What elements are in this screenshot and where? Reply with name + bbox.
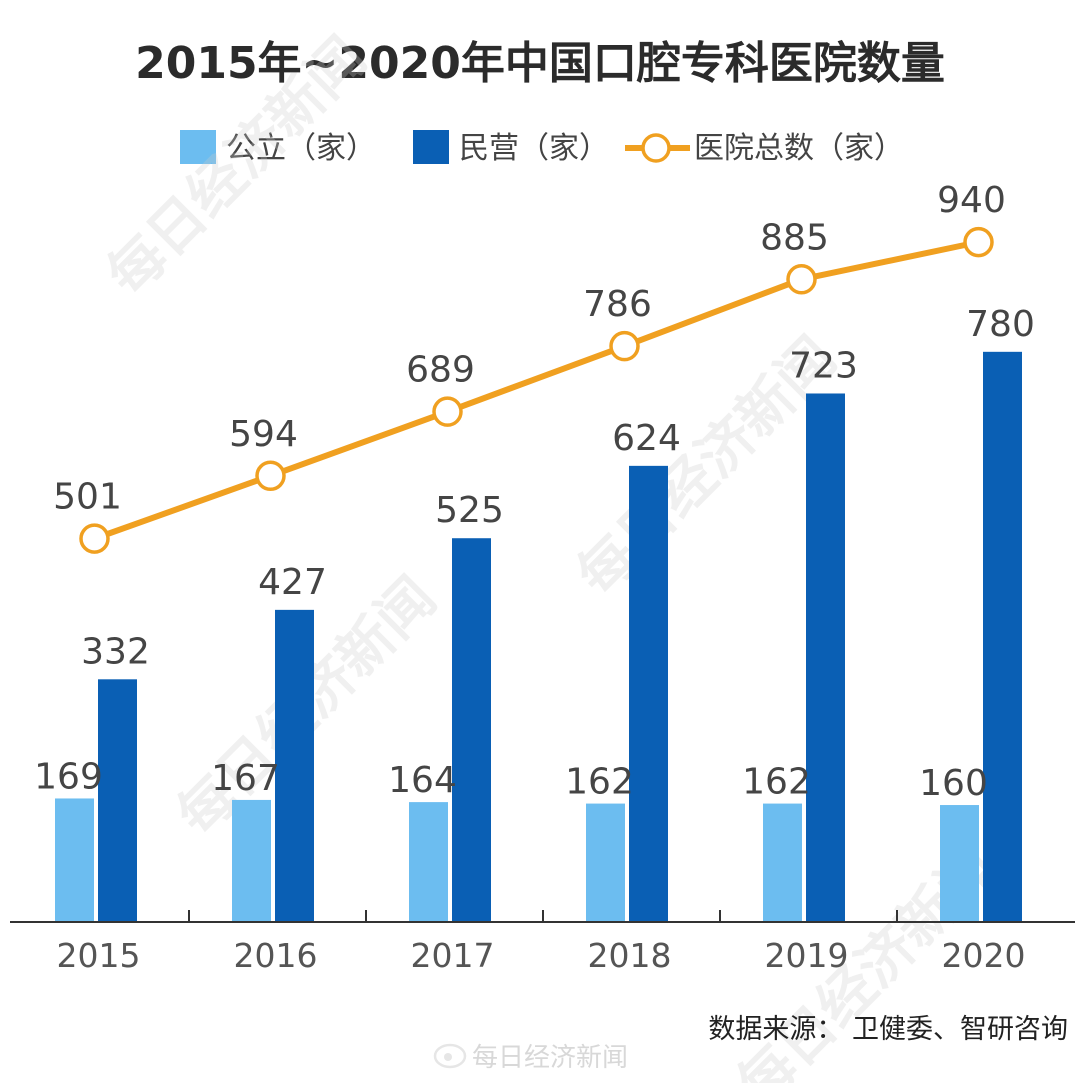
watermark-bottom-text: 每日经济新闻 [472,1043,628,1073]
data-label-total: 689 [406,350,475,391]
data-label-private: 780 [966,304,1035,345]
bar-public [55,798,94,922]
data-label-public: 164 [388,760,457,801]
x-tick-label: 2017 [411,936,495,975]
legend-label-public: 公立（家） [226,131,376,166]
source-note: 数据来源： 卫健委、智研咨询 [708,1014,1068,1045]
legend-label-private: 民营（家） [459,131,609,166]
data-label-total: 501 [53,477,122,518]
data-label-total: 885 [760,217,829,258]
data-label-total: 786 [583,284,652,325]
chart-title: 2015年~2020年中国口腔专科医院数量 [135,38,945,89]
x-tick-label: 2019 [765,936,849,975]
data-label-public: 167 [211,758,280,799]
data-label-private: 332 [81,631,150,672]
x-tick-label: 2015 [57,936,141,975]
total-marker [786,264,817,295]
bottom-watermark: 每日经济新闻 [433,1043,628,1073]
bar-private [629,465,668,922]
data-label-private: 624 [612,418,681,459]
data-label-total: 594 [229,414,298,455]
total-line-layer [79,226,994,554]
data-label-public: 169 [34,756,103,797]
bars-layer: 每日经济新闻每日经济新闻每日经济新闻每日经济新闻 [55,25,1022,1083]
total-marker [79,523,110,554]
bar-private [98,679,137,922]
total-marker [432,396,463,427]
legend-marker-total [641,133,671,163]
bar-private [983,351,1022,922]
x-tick-label: 2018 [588,936,672,975]
legend: 公立（家） 民营（家） 医院总数（家） [180,130,904,166]
bar-private [806,393,845,922]
bar-public [409,802,448,922]
bar-public [232,799,271,922]
total-line [93,239,980,542]
weibo-icon [433,1043,467,1069]
bar-public [940,805,979,922]
total-marker [255,460,286,492]
data-label-public: 162 [742,762,811,803]
data-label-public: 162 [565,762,634,803]
bar-private [452,538,491,922]
legend-label-total: 医院总数（家） [694,131,904,166]
bar-public [763,803,802,922]
x-tick-label: 2016 [234,936,318,975]
total-marker [963,226,994,258]
legend-swatch-public [180,130,216,164]
x-tick-label: 2020 [942,936,1026,975]
bar-public [586,803,625,922]
legend-swatch-private [413,130,449,164]
x-axis: 2015 2016 2017 2018 2019 2020 [10,910,1075,975]
data-label-private: 427 [258,562,327,603]
value-labels-layer: 169 332 167 427 164 525 162 624 162 723 160 780 501 5… [34,180,1035,804]
data-label-public: 160 [919,763,988,804]
total-marker [609,330,640,362]
bar-private [275,609,314,922]
data-label-private: 525 [435,490,504,531]
data-label-private: 723 [789,345,858,386]
data-label-total: 940 [937,180,1006,221]
